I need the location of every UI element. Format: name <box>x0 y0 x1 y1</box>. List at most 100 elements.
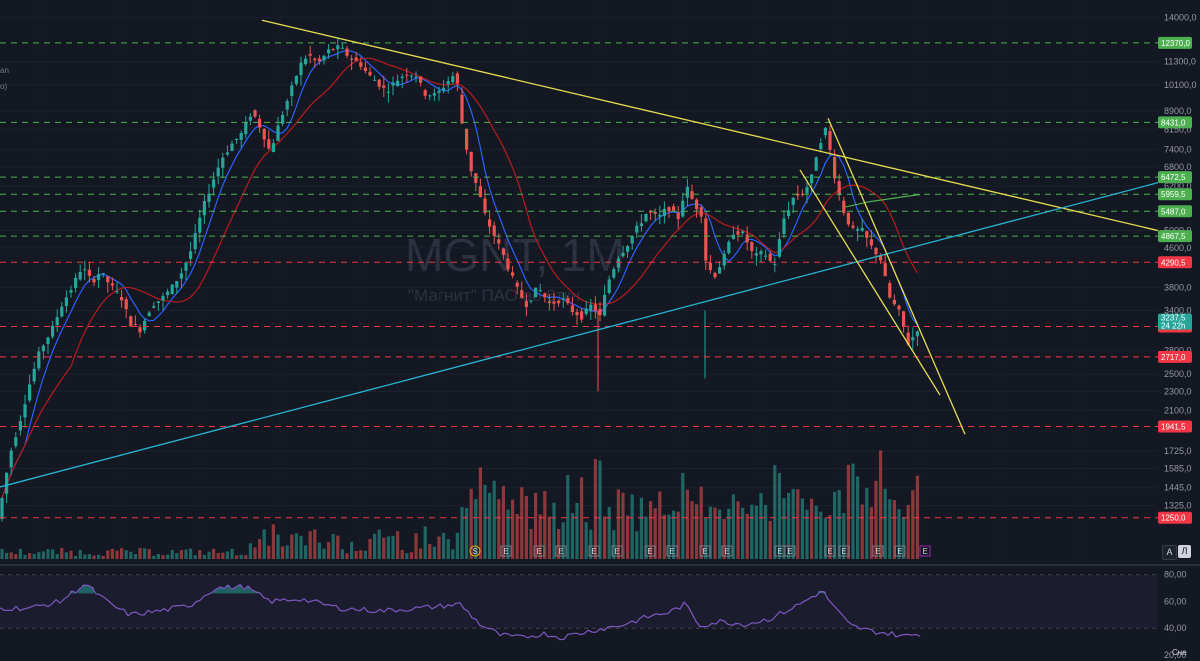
candle-body <box>23 404 27 418</box>
candle-body <box>340 47 344 49</box>
candle-body <box>460 94 464 124</box>
candle-body <box>810 174 814 184</box>
candle-body <box>198 217 202 233</box>
candle-body <box>212 179 216 188</box>
volume-bar <box>598 460 602 559</box>
volume-bar <box>736 501 740 559</box>
price-axis-tick: 3800,0 <box>1164 282 1192 292</box>
candle-body <box>313 58 317 61</box>
volume-bar <box>97 554 101 559</box>
volume-bar <box>373 533 377 559</box>
last-price-badge <box>1158 313 1192 330</box>
candle-body <box>547 301 551 304</box>
candle-body <box>428 95 432 97</box>
volume-bar <box>667 514 671 559</box>
event-marker-label: E <box>898 547 903 556</box>
volume-bar <box>101 555 105 559</box>
volume-bar <box>41 551 45 559</box>
candle-body <box>129 316 133 327</box>
volume-bar <box>460 507 464 559</box>
volume-bar <box>147 549 151 559</box>
candle-body <box>598 308 602 316</box>
candle-body <box>520 290 524 298</box>
level-badge-label: 12370,0 <box>1161 39 1190 48</box>
candle-body <box>828 131 832 150</box>
volume-bar <box>455 532 459 559</box>
level-badge <box>1158 511 1192 524</box>
volume-bar <box>557 529 561 559</box>
level-badges: 12370,0 8431,0 6472,5 5959,5 5487,0 4867,5 429… <box>1158 36 1192 524</box>
volume-bar <box>391 535 395 559</box>
candle-body <box>322 55 326 61</box>
candle-body <box>230 143 234 151</box>
volume-bar <box>359 550 363 559</box>
candle-body <box>570 305 574 312</box>
candle-body <box>552 301 556 304</box>
price-axis[interactable]: 14000,0 11300,0 10100,0 8900,0 8150,0 7400,0 6… <box>1158 0 1200 563</box>
price-axis-tick: 2300,0 <box>1164 386 1192 396</box>
volume-bar <box>520 487 524 559</box>
candle-body <box>138 327 142 333</box>
volume-bar <box>626 515 630 559</box>
channel-upper-line <box>827 117 966 435</box>
candle-body <box>580 311 584 320</box>
volume-bar <box>713 507 717 559</box>
volume-bar <box>138 548 142 559</box>
legend-fragment-vol[interactable]: o) <box>0 82 8 91</box>
ma-fast-line <box>1 49 918 499</box>
candle-body <box>193 233 197 250</box>
candle-body <box>32 368 36 382</box>
volume-bar <box>161 555 165 559</box>
volume-bar <box>294 533 298 559</box>
level-badge-label: 8431,0 <box>1161 118 1186 127</box>
volume-bar <box>787 492 791 559</box>
candle-body <box>699 207 703 217</box>
candle-body <box>120 297 124 301</box>
earnings-marker <box>872 545 884 557</box>
volume-bar <box>478 467 482 559</box>
volume-bar <box>672 510 676 559</box>
auto-scale-button[interactable]: A <box>1162 545 1177 560</box>
volume-bar <box>630 494 634 559</box>
volume-bar <box>299 535 303 559</box>
volume-bar <box>267 545 271 559</box>
volume-bar <box>607 506 611 559</box>
candle-body <box>97 274 101 281</box>
volume-bar <box>805 509 809 559</box>
volume-bar <box>327 542 331 559</box>
candle-body <box>83 269 87 271</box>
volume-bar <box>543 491 547 559</box>
event-marker-label: E <box>615 547 620 556</box>
rsi-axis-tick: 40,00 <box>1164 623 1187 633</box>
volume-bar <box>14 554 18 559</box>
candle-body <box>179 273 183 279</box>
volume-bar <box>83 554 87 559</box>
candle-body <box>345 48 349 56</box>
volume-bar <box>828 515 832 559</box>
volume-bar <box>856 476 860 559</box>
candle-body <box>529 300 533 302</box>
horizontal-levels[interactable] <box>0 42 1158 519</box>
log-scale-button[interactable]: Л <box>1178 545 1191 558</box>
volume-bar <box>32 553 36 559</box>
candle-body <box>787 210 791 217</box>
rsi-panel[interactable]: 80,00 60,00 40,00 20,00 <box>0 564 1200 660</box>
volume-bar <box>644 516 648 559</box>
earnings-marker <box>838 545 850 557</box>
volume-bar <box>616 489 620 559</box>
volume-bar <box>331 533 335 559</box>
candle-body <box>791 197 795 205</box>
candle-body <box>851 225 855 228</box>
volume-bar <box>851 463 855 559</box>
price-axis-tick: 2800,0 <box>1164 346 1192 356</box>
candle-body <box>478 186 482 197</box>
trend-lines[interactable] <box>0 19 1159 488</box>
earnings-marker <box>644 545 656 557</box>
legend-fragment-ma[interactable]: an <box>0 66 9 75</box>
candle-body <box>483 198 487 213</box>
candle-body <box>879 255 883 261</box>
candle-body <box>244 122 248 135</box>
volume-bar <box>658 491 662 559</box>
